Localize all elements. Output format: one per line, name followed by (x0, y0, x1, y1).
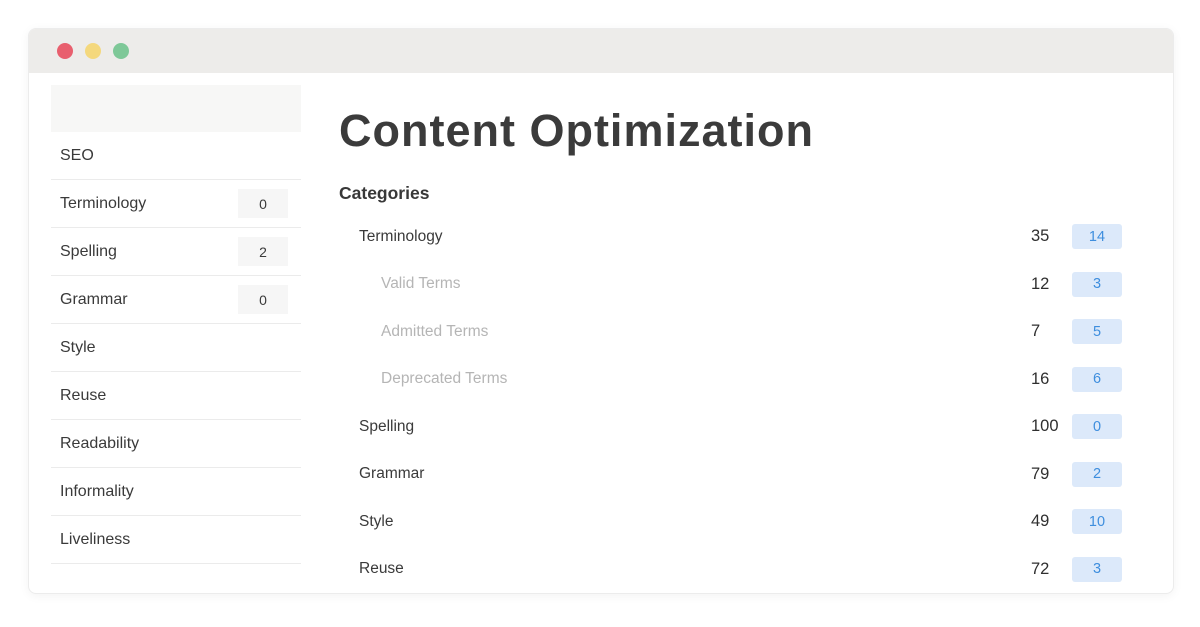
category-row-admitted-terms[interactable]: Admitted Terms 7 5 (339, 308, 1122, 356)
main-panel: Content Optimization Categories Terminol… (301, 73, 1173, 593)
category-score: 72 (1031, 559, 1050, 578)
zoom-window-button[interactable] (113, 43, 129, 59)
category-label: Spelling (359, 417, 415, 435)
category-rows: Terminology 35 14 Valid Terms 12 3 Admit… (339, 213, 1122, 593)
category-bar (546, 370, 1022, 388)
minimize-window-button[interactable] (85, 43, 101, 59)
category-issues-badge: 6 (1072, 366, 1122, 392)
window-content: SEO Terminology 0 Spelling 2 Grammar 0 S… (29, 73, 1173, 593)
window-titlebar (29, 29, 1173, 73)
category-label: Deprecated Terms (381, 370, 508, 388)
category-issues-badge: 2 (1072, 461, 1122, 487)
sidebar: SEO Terminology 0 Spelling 2 Grammar 0 S… (29, 73, 301, 593)
categories-heading: Categories (339, 183, 430, 203)
category-issues-badge: 3 (1072, 556, 1122, 582)
sidebar-item-badge: 2 (238, 237, 288, 266)
category-row-spelling[interactable]: Spelling 100 0 (339, 403, 1122, 451)
sidebar-item-readability[interactable]: Readability (51, 420, 301, 468)
close-window-button[interactable] (57, 43, 73, 59)
sidebar-item-reuse[interactable]: Reuse (51, 372, 301, 420)
category-bar (546, 323, 1022, 341)
category-score: 100 (1031, 417, 1059, 436)
category-score: 35 (1031, 227, 1050, 246)
sidebar-item-label: Spelling (60, 242, 117, 260)
category-label: Style (359, 512, 394, 530)
category-score: 16 (1031, 369, 1050, 388)
category-score: 7 (1031, 322, 1041, 341)
sidebar-item-label: Grammar (60, 290, 128, 308)
category-issues-badge: 0 (1072, 414, 1122, 440)
sidebar-item-badge: 0 (238, 285, 288, 314)
sidebar-item-label: Reuse (60, 386, 107, 404)
sidebar-item-spelling[interactable]: Spelling 2 (51, 228, 301, 276)
category-label: Admitted Terms (381, 322, 489, 340)
sidebar-item-style[interactable]: Style (51, 324, 301, 372)
app-window: SEO Terminology 0 Spelling 2 Grammar 0 S… (28, 28, 1174, 594)
sidebar-item-liveliness[interactable]: Liveliness (51, 516, 301, 564)
sidebar-list: SEO Terminology 0 Spelling 2 Grammar 0 S… (51, 132, 301, 564)
sidebar-item-informality[interactable]: Informality (51, 468, 301, 516)
category-row-grammar[interactable]: Grammar 79 2 (339, 451, 1122, 499)
category-label: Terminology (359, 227, 443, 245)
category-row-style[interactable]: Style 49 10 (339, 498, 1122, 546)
category-score: 49 (1031, 512, 1050, 531)
sidebar-item-label: SEO (60, 146, 94, 164)
page-title: Content Optimization (339, 105, 814, 156)
sidebar-item-label: Style (60, 338, 96, 356)
category-row-terminology[interactable]: Terminology 35 14 (339, 213, 1122, 261)
sidebar-item-label: Informality (60, 482, 134, 500)
sidebar-item-label: Readability (60, 434, 140, 452)
sidebar-item-seo[interactable]: SEO (51, 132, 301, 180)
category-label: Valid Terms (381, 275, 461, 293)
category-label: Grammar (359, 465, 425, 483)
sidebar-header-box (51, 85, 301, 132)
category-issues-badge: 14 (1072, 224, 1122, 250)
category-score: 79 (1031, 464, 1050, 483)
category-issues-badge: 5 (1072, 319, 1122, 345)
category-row-reuse[interactable]: Reuse 72 3 (339, 546, 1122, 594)
sidebar-item-badge: 0 (238, 189, 288, 218)
category-issues-badge: 10 (1072, 509, 1122, 535)
category-label: Reuse (359, 560, 404, 578)
sidebar-item-label: Liveliness (60, 530, 131, 548)
sidebar-item-grammar[interactable]: Grammar 0 (51, 276, 301, 324)
sidebar-item-label: Terminology (60, 194, 147, 212)
sidebar-item-terminology[interactable]: Terminology 0 (51, 180, 301, 228)
category-row-deprecated-terms[interactable]: Deprecated Terms 16 6 (339, 356, 1122, 404)
category-issues-badge: 3 (1072, 271, 1122, 297)
category-row-valid-terms[interactable]: Valid Terms 12 3 (339, 261, 1122, 309)
category-score: 12 (1031, 274, 1050, 293)
category-bar (546, 275, 1022, 293)
